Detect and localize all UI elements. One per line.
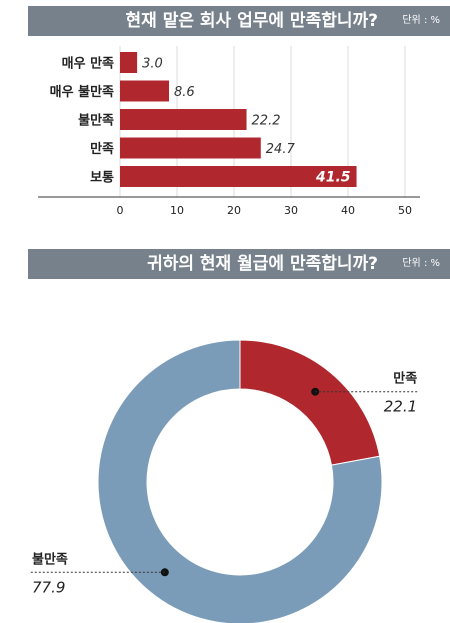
category-label: 보통 — [90, 171, 114, 186]
x-tick-label: 20 — [227, 204, 241, 217]
section2-title: 귀하의 현재 월급에 만족합니까? — [147, 254, 378, 274]
category-label: 불만족 — [78, 113, 114, 129]
bar — [120, 166, 357, 187]
slice-value-label: 77.9 — [32, 578, 65, 596]
donut-slice — [239, 339, 381, 466]
section1-header: 현재 맡은 회사 업무에 만족합니까? 단위 : % — [28, 6, 450, 36]
slice-label: 만족 — [393, 371, 417, 387]
value-label: 22.2 — [252, 114, 281, 129]
bar — [120, 137, 261, 159]
x-tick-label: 0 — [117, 204, 124, 217]
section1-unit: 단위 : % — [402, 15, 440, 26]
x-tick-label: 30 — [284, 204, 298, 217]
category-label: 매우 불만족 — [50, 84, 114, 100]
section1-title: 현재 맡은 회사 업무에 만족합니까? — [125, 11, 379, 31]
section2-unit: 단위 : % — [402, 258, 440, 269]
slice-value-label: 22.1 — [384, 398, 417, 416]
x-tick-label: 40 — [341, 204, 355, 217]
slice-label: 불만족 — [32, 551, 68, 567]
donut-chart: 만족 22.1 불만족 77.9 — [30, 339, 417, 623]
x-tick-label: 50 — [398, 204, 412, 217]
category-label: 매우 만족 — [62, 56, 114, 72]
bar — [120, 109, 247, 130]
value-label: 41.5 — [315, 170, 351, 186]
donut-slice — [97, 339, 383, 623]
value-label: 24.7 — [266, 142, 296, 157]
value-label: 3.0 — [142, 57, 163, 72]
category-label: 만족 — [90, 141, 114, 157]
section2-header: 귀하의 현재 월급에 만족합니까? 단위 : % — [28, 249, 450, 279]
bar — [120, 80, 170, 102]
bar-chart: 0 10 20 30 40 50 매우 만족 3.0 매우 불만족 8.6 불만족 22.2 만족 24.… — [38, 46, 420, 217]
bar — [120, 52, 138, 73]
value-label: 8.6 — [174, 85, 195, 100]
x-tick-label: 10 — [170, 204, 184, 217]
